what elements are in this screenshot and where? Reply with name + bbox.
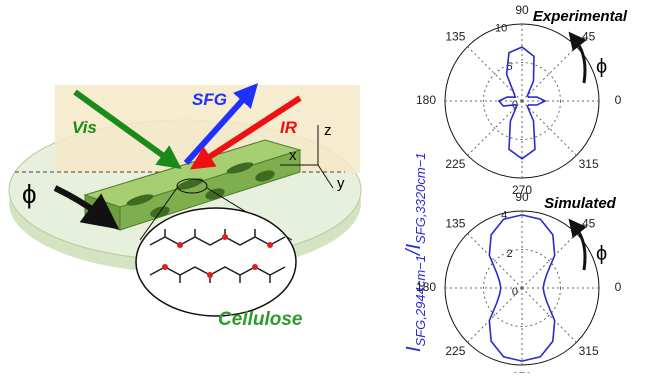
chart-title: Simulated bbox=[544, 195, 617, 212]
phi-label: ϕ bbox=[22, 179, 37, 209]
r-tick-label: 10 bbox=[495, 23, 507, 35]
diagram: Vis SFG IR z x y ϕ Cellulose bbox=[9, 85, 361, 330]
theta-tick-label: 90 bbox=[515, 190, 529, 204]
zoom-circle bbox=[136, 208, 296, 316]
sfg-label: SFG bbox=[192, 90, 227, 109]
theta-tick-label: 225 bbox=[445, 157, 465, 171]
theta-tick-label: 135 bbox=[445, 30, 465, 44]
z-label: z bbox=[324, 122, 332, 139]
chart-title: Experimental bbox=[533, 8, 628, 25]
theta-tick-label: 45 bbox=[582, 30, 596, 44]
y-label: y bbox=[337, 175, 345, 192]
theta-tick-label: 315 bbox=[579, 344, 599, 358]
material-label: Cellulose bbox=[218, 309, 303, 330]
theta-tick-label: 180 bbox=[416, 280, 436, 294]
theta-tick-label: 135 bbox=[445, 217, 465, 231]
y-axis-label: ISFG,2944cm−1/ISFG,3320cm−1 bbox=[403, 153, 428, 353]
direction-label: ϕ bbox=[596, 243, 607, 265]
theta-tick-label: 0 bbox=[615, 93, 622, 107]
theta-tick-label: 315 bbox=[579, 157, 599, 171]
theta-tick-label: 45 bbox=[582, 217, 596, 231]
figure: Vis SFG IR z x y ϕ Cellulose ISFG,2944cm… bbox=[0, 0, 648, 373]
vis-label: Vis bbox=[72, 118, 97, 137]
direction-label: ϕ bbox=[596, 56, 607, 78]
ylabel-part: /I bbox=[403, 243, 425, 257]
ylabel-part: SFG,3320cm−1 bbox=[413, 153, 428, 244]
theta-tick-label: 180 bbox=[416, 93, 436, 107]
x-label: x bbox=[289, 147, 297, 164]
theta-tick-label: 90 bbox=[515, 3, 529, 17]
theta-tick-label: 0 bbox=[615, 280, 622, 294]
ir-label: IR bbox=[280, 118, 298, 137]
ylabel-part: SFG,2944cm−1 bbox=[413, 255, 428, 346]
r-tick-label: 0 bbox=[512, 286, 518, 298]
theta-tick-label: 225 bbox=[445, 344, 465, 358]
r-tick-label: 2 bbox=[507, 248, 513, 260]
